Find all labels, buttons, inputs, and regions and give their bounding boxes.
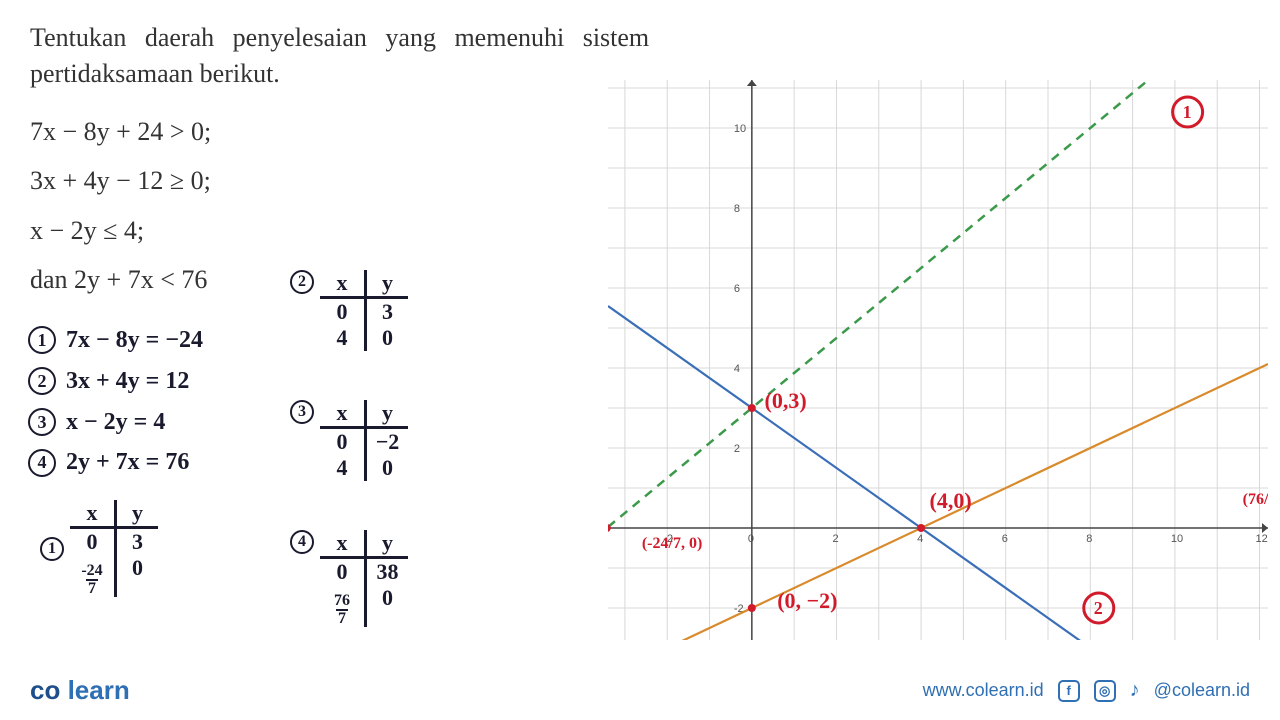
tbl3-r1c0: 4 <box>320 455 364 481</box>
svg-text:(0,3): (0,3) <box>765 388 807 413</box>
circled-1: 1 <box>28 326 56 354</box>
xy-table-2: 2 xy 03 40 <box>290 270 408 351</box>
coordinate-graph: -2024681012-2246810(0,3)(4,0)(0, −2)(-24… <box>608 80 1268 640</box>
instagram-icon: ◎ <box>1094 680 1116 702</box>
tbl2-hy: y <box>364 270 408 296</box>
svg-text:12: 12 <box>1256 533 1268 545</box>
svg-text:4: 4 <box>734 363 740 375</box>
svg-text:8: 8 <box>1086 533 1092 545</box>
xy-table-4: 4 xy 038 7670 <box>290 530 408 627</box>
tbl2-r1c1: 0 <box>364 325 408 351</box>
svg-text:(0, −2): (0, −2) <box>777 588 837 613</box>
svg-text:4: 4 <box>917 533 923 545</box>
tiktok-icon: ♪ <box>1130 679 1140 702</box>
question-line2: pertidaksamaan berikut. <box>30 59 280 88</box>
graph-svg: -2024681012-2246810(0,3)(4,0)(0, −2)(-24… <box>608 80 1268 640</box>
svg-text:8: 8 <box>734 203 740 215</box>
svg-text:2: 2 <box>832 533 838 545</box>
footer-url: www.colearn.id <box>923 680 1044 701</box>
tbl1-r0c1: 3 <box>114 529 158 555</box>
brand-logo: co learn <box>30 675 130 706</box>
question-line1: Tentukan daerah penyelesaian yang memenu… <box>30 23 649 52</box>
tbl4-r1c0: 767 <box>320 585 364 627</box>
hw-eq-2: 3x + 4y = 12 <box>66 361 189 402</box>
footer-right: www.colearn.id f ◎ ♪ @colearn.id <box>923 679 1250 702</box>
tbl3-label: 3 <box>290 400 314 424</box>
tbl1-hx: x <box>70 500 114 526</box>
tbl2-r1c0: 4 <box>320 325 364 351</box>
tbl1-r0c0: 0 <box>70 529 114 555</box>
brand-co: co <box>30 675 60 705</box>
svg-text:6: 6 <box>1002 533 1008 545</box>
tbl4-label: 4 <box>290 530 314 554</box>
tbl4-r0c0: 0 <box>320 559 364 585</box>
facebook-icon: f <box>1058 680 1080 702</box>
tbl2-r0c1: 3 <box>364 299 408 325</box>
tbl3-r0c0: 0 <box>320 429 364 455</box>
hw-eq-1: 7x − 8y = −24 <box>66 320 203 361</box>
tbl1-label: 1 <box>40 537 64 561</box>
tbl3-hx: x <box>320 400 364 426</box>
handwritten-equations: 1 7x − 8y = −24 2 3x + 4y = 12 3 x − 2y = 4… <box>28 320 203 483</box>
tbl4-r1c1: 0 <box>364 585 408 627</box>
tbl1-hy: y <box>114 500 158 526</box>
tbl3-r1c1: 0 <box>364 455 408 481</box>
svg-text:0: 0 <box>748 533 754 545</box>
tbl4-r0c1: 38 <box>364 559 408 585</box>
hw-eq-4: 2y + 7x = 76 <box>66 442 189 483</box>
circled-3: 3 <box>28 408 56 436</box>
tbl1-r1c1: 0 <box>114 555 158 597</box>
svg-text:2: 2 <box>734 443 740 455</box>
svg-text:2: 2 <box>1094 598 1103 618</box>
circled-2: 2 <box>28 367 56 395</box>
svg-text:1: 1 <box>1183 102 1192 122</box>
svg-text:(4,0): (4,0) <box>930 488 972 513</box>
xy-table-3: 3 xy 0−2 40 <box>290 400 408 481</box>
tbl2-label: 2 <box>290 270 314 294</box>
xy-table-1: 1 xy 03 -2470 <box>40 500 158 597</box>
svg-text:(76/7: (76/7 <box>1243 491 1268 508</box>
tbl4-hx: x <box>320 530 364 556</box>
brand-learn: learn <box>68 675 130 705</box>
footer-handle: @colearn.id <box>1154 680 1250 701</box>
tbl2-hx: x <box>320 270 364 296</box>
svg-text:(-24/7, 0): (-24/7, 0) <box>642 535 702 552</box>
tbl2-r0c0: 0 <box>320 299 364 325</box>
tbl4-hy: y <box>364 530 408 556</box>
svg-text:10: 10 <box>734 123 746 135</box>
svg-text:6: 6 <box>734 283 740 295</box>
circled-4: 4 <box>28 449 56 477</box>
svg-text:10: 10 <box>1171 533 1183 545</box>
tbl3-hy: y <box>364 400 408 426</box>
tbl1-r1c0: -247 <box>70 555 114 597</box>
tbl3-r0c1: −2 <box>364 429 408 455</box>
hw-eq-3: x − 2y = 4 <box>66 402 165 443</box>
